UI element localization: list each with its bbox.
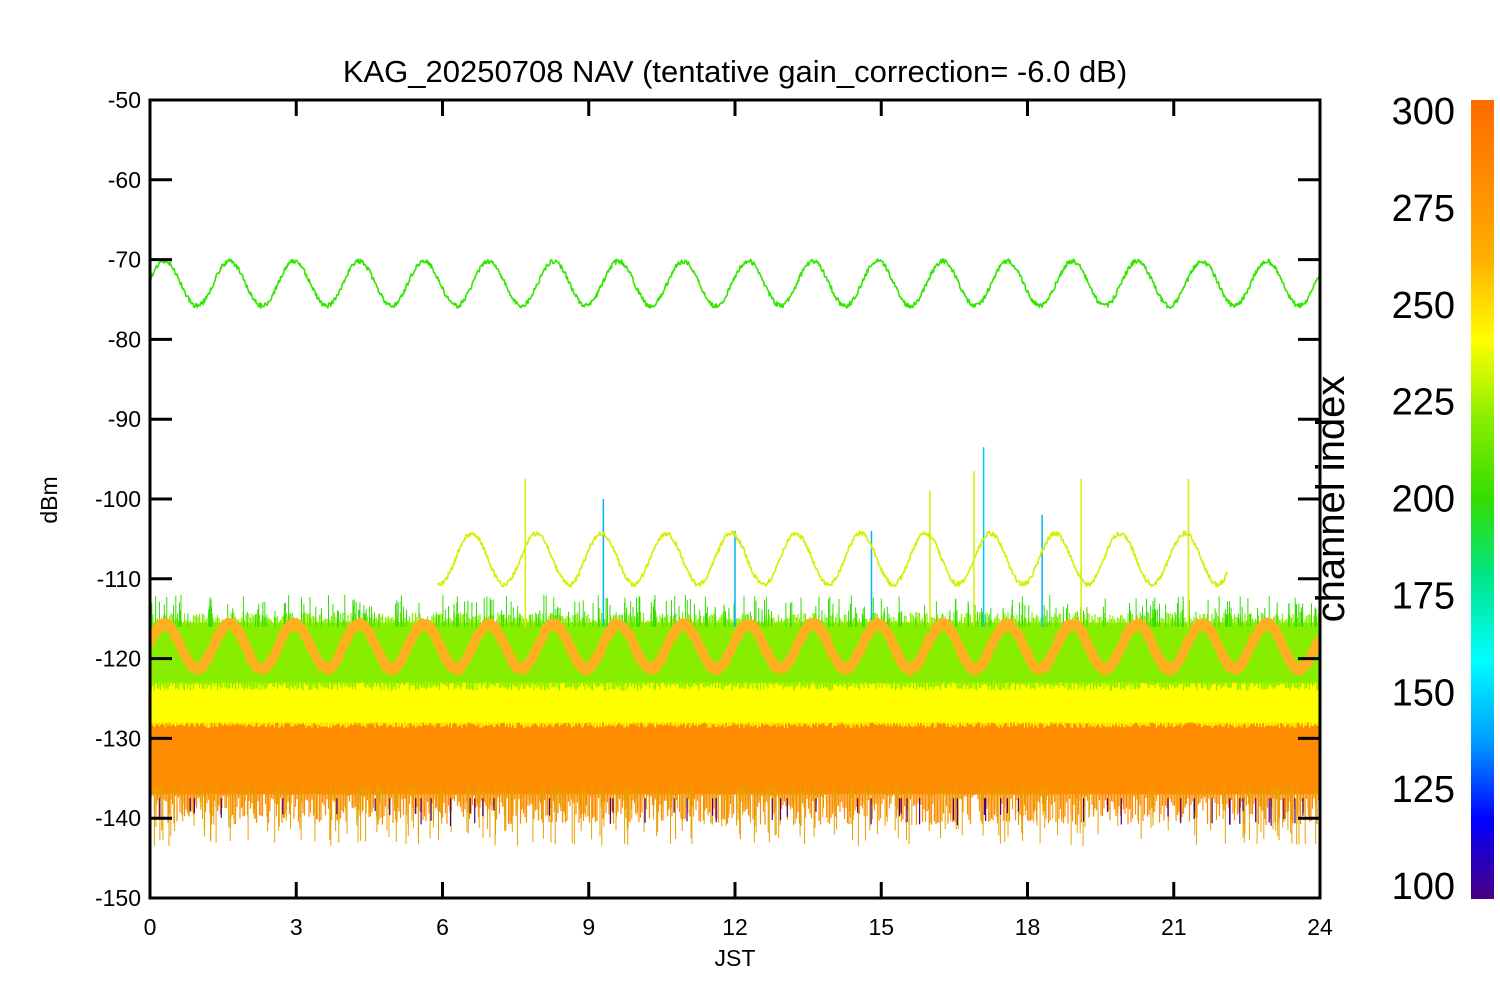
floor-spike-path bbox=[153, 786, 1317, 846]
series-band-295 bbox=[151, 680, 1320, 825]
colorbar-tick-label: 275 bbox=[1392, 188, 1455, 230]
x-tick-label: 6 bbox=[436, 914, 449, 940]
colorbar-tick-label: 175 bbox=[1392, 575, 1455, 617]
floor-spike-purple bbox=[159, 798, 1304, 827]
series-line-265 bbox=[436, 530, 1229, 588]
colorbar-tick-label: 200 bbox=[1392, 479, 1455, 521]
green-fringe bbox=[151, 594, 1317, 627]
band-noise bbox=[151, 680, 1320, 825]
colorbar-label: channel index bbox=[1309, 376, 1353, 623]
y-tick-label: -140 bbox=[95, 805, 141, 831]
x-tick-label: 3 bbox=[290, 914, 303, 940]
colorbar-tick-label: 225 bbox=[1392, 382, 1455, 424]
x-tick-label: 18 bbox=[1015, 914, 1041, 940]
colorbar: 300 275 250 225 200 175 150 125 100 channel inde… bbox=[1309, 91, 1494, 908]
spikes bbox=[524, 447, 1190, 627]
y-tick-label: -100 bbox=[95, 486, 141, 512]
y-tick-label: -90 bbox=[108, 406, 141, 432]
colorbar-tick-label: 100 bbox=[1392, 866, 1455, 908]
x-axis: 0 3 6 9 12 15 18 21 24 bbox=[144, 100, 1333, 940]
y-tick-label: -50 bbox=[108, 87, 141, 113]
colorbar-tick-label: 300 bbox=[1392, 91, 1455, 133]
band-noise bbox=[151, 675, 1320, 728]
y-axis-label: dBm bbox=[36, 476, 62, 523]
y-tick-label: -110 bbox=[97, 566, 141, 592]
colorbar-tick-label: 250 bbox=[1392, 285, 1455, 327]
y-tick-label: -150 bbox=[95, 885, 141, 911]
y-tick-label: -120 bbox=[95, 646, 141, 672]
chart-title: KAG_20250708 NAV (tentative gain_correct… bbox=[343, 54, 1127, 89]
noise-floor-spikes bbox=[153, 786, 1317, 846]
y-tick-label: -80 bbox=[108, 326, 141, 352]
y-tick-label: -130 bbox=[95, 725, 141, 751]
colorbar-tick-label: 125 bbox=[1392, 769, 1455, 811]
x-tick-label: 9 bbox=[582, 914, 595, 940]
x-axis-label: JST bbox=[715, 945, 756, 971]
plot-area bbox=[151, 258, 1320, 846]
colorbar-gradient bbox=[1471, 100, 1494, 899]
x-tick-label: 0 bbox=[144, 914, 157, 940]
y-tick-label: -70 bbox=[108, 247, 141, 273]
y-axis: -50 -60 -70 -80 -90 -100 -110 -120 -130 -140 -150 bbox=[95, 87, 1320, 911]
x-tick-label: 12 bbox=[722, 914, 748, 940]
colorbar-tick-label: 150 bbox=[1392, 672, 1455, 714]
x-tick-label: 15 bbox=[868, 914, 894, 940]
series-line-245 bbox=[151, 258, 1320, 309]
x-tick-label: 24 bbox=[1307, 914, 1333, 940]
y-tick-label: -60 bbox=[108, 167, 141, 193]
x-tick-label: 21 bbox=[1161, 914, 1187, 940]
series-line-285 bbox=[151, 617, 1320, 676]
